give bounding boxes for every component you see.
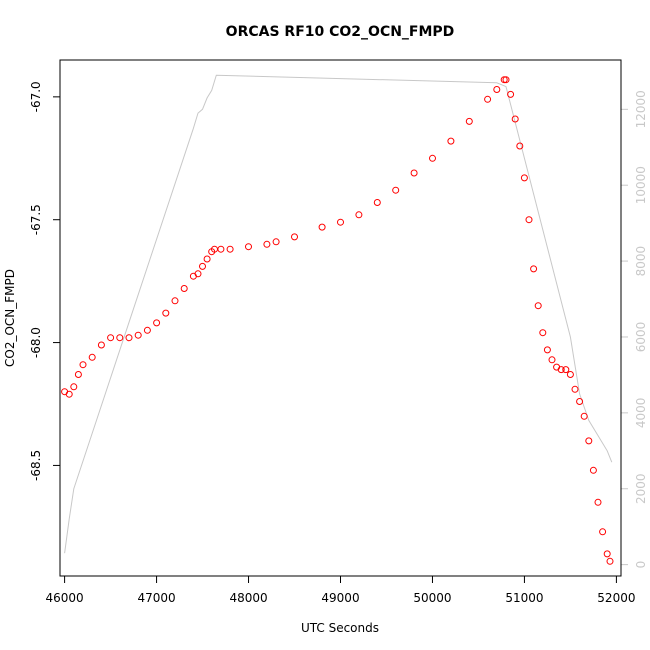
data-point (520, 174, 528, 182)
data-point (465, 117, 473, 125)
data-point (548, 356, 556, 364)
altitude-line (64, 74, 613, 554)
data-point (143, 326, 151, 334)
y2-tick-label: 4000 (634, 398, 648, 429)
data-point (373, 199, 381, 206)
x-tick-label: 48000 (229, 591, 267, 605)
y2-tick-label: 6000 (634, 322, 648, 353)
data-point (171, 297, 179, 305)
data-point (580, 412, 588, 420)
data-point (606, 557, 614, 565)
y-axis-label: CO2_OCN_FMPD (3, 269, 17, 367)
data-point (355, 211, 363, 219)
x-tick-label: 47000 (137, 591, 175, 605)
data-point (194, 270, 202, 278)
plot-frame (59, 59, 622, 577)
data-point (507, 90, 515, 98)
y2-tick-label: 8000 (634, 246, 648, 277)
data-point (180, 285, 188, 292)
data-point (116, 334, 124, 342)
data-point (562, 366, 570, 374)
y2-tick-label: 0 (634, 561, 648, 569)
data-point (125, 334, 133, 342)
data-point (594, 498, 602, 506)
data-point (134, 331, 142, 339)
data-point (530, 265, 538, 273)
data-point (603, 550, 611, 558)
data-point (65, 390, 73, 398)
data-point (585, 437, 593, 445)
x-axis-label: UTC Seconds (301, 621, 379, 635)
data-point (318, 223, 326, 231)
data-point (263, 240, 271, 248)
y2-tick-label: 2000 (634, 473, 648, 504)
data-point (162, 309, 170, 317)
data-point (484, 95, 492, 103)
data-point (337, 218, 344, 226)
data-point (153, 319, 161, 327)
data-point (516, 142, 524, 150)
data-point (589, 466, 597, 474)
data-point (502, 76, 510, 84)
x-tick-label: 46000 (46, 591, 84, 605)
data-point (557, 366, 565, 374)
data-point (97, 341, 105, 349)
data-point (429, 154, 436, 162)
data-point (410, 169, 418, 177)
y-tick-label: -67.5 (29, 204, 43, 235)
chart-title: ORCAS RF10 CO2_OCN_FMPD (226, 24, 455, 40)
series-layer (61, 74, 614, 565)
data-point (199, 262, 206, 270)
x-tick-label: 52000 (597, 591, 635, 605)
y2-tick-label: 12000 (634, 90, 648, 128)
x-tick-label: 51000 (505, 591, 543, 605)
data-point (79, 361, 87, 369)
data-point (291, 233, 298, 241)
data-point (599, 528, 607, 536)
y-tick-label: -68.0 (29, 327, 43, 358)
data-point (272, 238, 280, 246)
y2-tick-label: 10000 (634, 166, 648, 204)
data-point (70, 383, 78, 391)
data-point (107, 334, 115, 342)
data-point (539, 329, 547, 337)
y-tick-label: -68.5 (29, 450, 43, 481)
data-point (74, 371, 82, 378)
data-point (245, 243, 252, 251)
data-point (511, 115, 519, 123)
data-point (447, 137, 455, 145)
data-point (392, 186, 400, 194)
data-point (493, 86, 501, 93)
data-point (571, 385, 579, 393)
data-point (217, 245, 225, 253)
x-tick-label: 50000 (413, 591, 451, 605)
data-point (576, 398, 584, 405)
data-point (525, 216, 533, 224)
data-point (543, 346, 551, 354)
data-point (226, 245, 234, 253)
x-tick-label: 49000 (321, 591, 359, 605)
data-point (203, 255, 211, 263)
y-tick-label: -67.0 (29, 81, 43, 112)
data-point (566, 371, 574, 378)
data-point (534, 302, 542, 310)
data-point (88, 353, 96, 361)
